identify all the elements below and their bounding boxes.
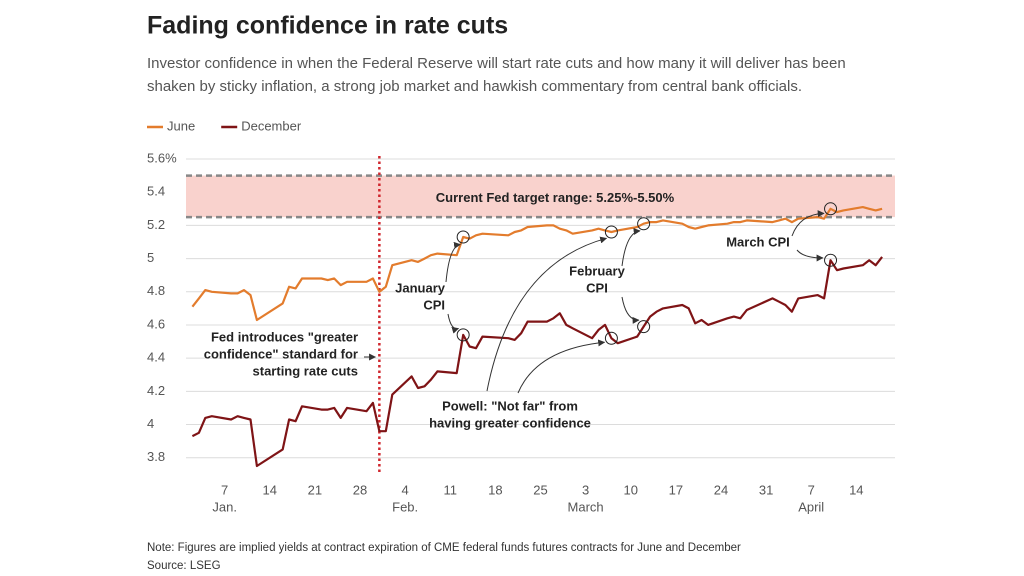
annotation-arrow — [621, 227, 641, 267]
note: Note: Figures are implied yields at cont… — [147, 542, 741, 554]
annotation-label: having greater confidence — [429, 415, 591, 430]
annotation-circle — [604, 331, 618, 345]
series-line — [191, 256, 883, 468]
x-tick-label: 10 — [624, 482, 638, 497]
x-month-label: April — [798, 499, 824, 514]
annotation-label: CPI — [586, 280, 608, 295]
source: Source: LSEG — [147, 560, 221, 572]
x-tick-label: 25 — [533, 482, 547, 497]
annotation-circle — [637, 217, 651, 231]
annotation-circle — [824, 202, 838, 216]
y-tick-label: 5.4 — [147, 184, 165, 199]
y-tick-label: 4.2 — [147, 383, 165, 398]
x-tick-label: 24 — [714, 482, 728, 497]
x-tick-label: 17 — [669, 482, 683, 497]
series-line — [191, 206, 883, 322]
target-range-label: Current Fed target range: 5.25%-5.50% — [436, 190, 675, 205]
annotation-label: Powell: "Not far" from — [442, 398, 578, 413]
event-label: confidence" standard for — [204, 346, 358, 361]
chart-title: Fading confidence in rate cuts — [147, 12, 508, 40]
x-month-label: Feb. — [392, 499, 418, 514]
event-label: Fed introduces "greater — [211, 329, 358, 344]
y-tick-label: 3.8 — [147, 449, 165, 464]
annotation-label: March CPI — [726, 234, 790, 249]
annotation-circle — [456, 328, 470, 342]
x-tick-label: 28 — [353, 482, 367, 497]
annotation-label: CPI — [423, 297, 445, 312]
y-tick-label: 4.8 — [147, 283, 165, 298]
annotation-arrow — [621, 296, 640, 324]
target-range-band — [186, 175, 895, 218]
subtitle: Investor confidence in when the Federal … — [147, 55, 846, 72]
x-tick-label: 3 — [582, 482, 589, 497]
annotation-circle — [456, 230, 470, 244]
annotation-arrow — [796, 249, 824, 262]
subtitle: shaken by sticky inflation, a strong job… — [147, 78, 802, 95]
annotation-circle — [604, 225, 618, 239]
x-tick-label: 4 — [402, 482, 409, 497]
x-month-label: Jan. — [212, 499, 237, 514]
x-tick-label: 7 — [808, 482, 815, 497]
x-tick-label: 21 — [308, 482, 322, 497]
y-tick-label: 5.6% — [147, 150, 177, 165]
y-tick-label: 4 — [147, 416, 154, 431]
y-tick-label: 4.6 — [147, 316, 165, 331]
annotation-label: January — [395, 280, 446, 295]
annotation-arrow — [486, 236, 608, 392]
x-tick-label: 31 — [759, 482, 773, 497]
x-tick-label: 18 — [488, 482, 502, 497]
annotation-arrow — [447, 313, 460, 334]
x-tick-label: 14 — [849, 482, 863, 497]
annotation-arrow — [791, 210, 825, 237]
legend-label: June — [167, 118, 195, 133]
x-tick-label: 14 — [263, 482, 277, 497]
y-tick-label: 4.4 — [147, 350, 165, 365]
annotation-arrow — [445, 241, 461, 283]
x-tick-label: 7 — [221, 482, 228, 497]
annotation-circle — [824, 253, 838, 267]
annotation-circle — [637, 320, 651, 334]
annotation-label: February — [569, 263, 625, 278]
event-label: starting rate cuts — [253, 363, 358, 378]
y-tick-label: 5 — [147, 250, 154, 265]
x-month-label: March — [568, 499, 604, 514]
legend-label: December — [241, 118, 302, 133]
x-tick-label: 11 — [444, 482, 458, 497]
annotation-arrow — [517, 339, 606, 394]
y-tick-label: 5.2 — [147, 217, 165, 232]
